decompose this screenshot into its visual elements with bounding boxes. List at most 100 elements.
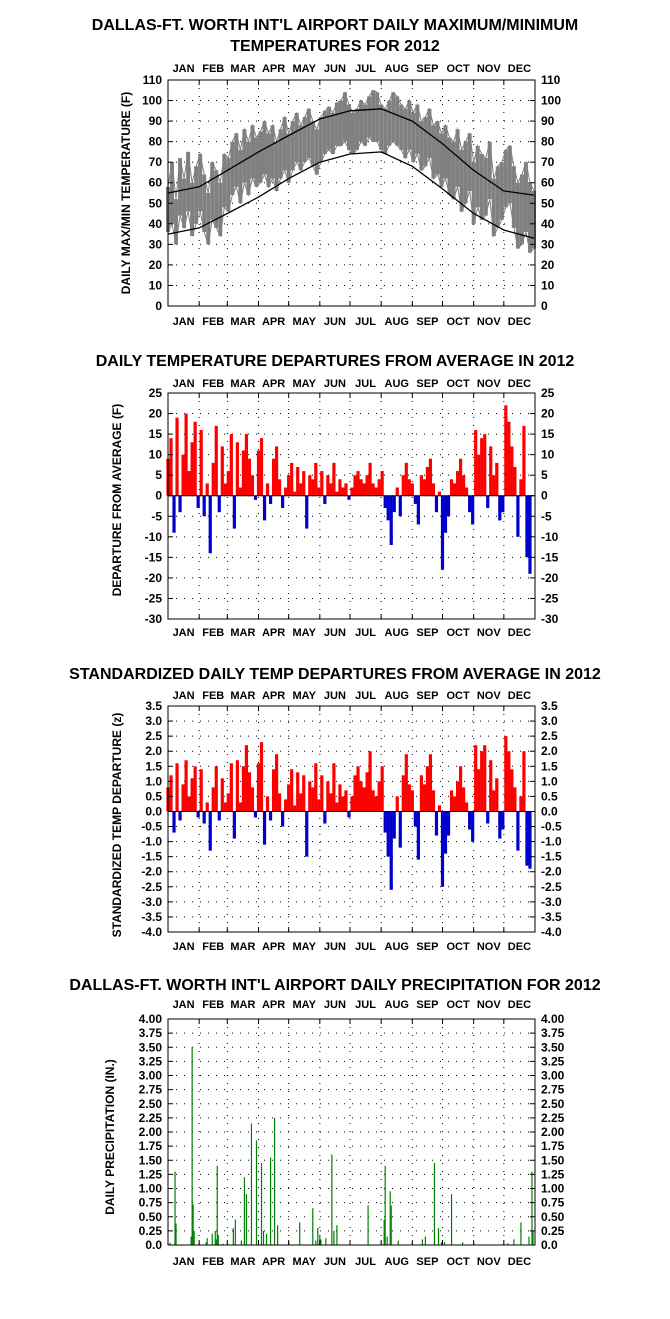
chart3-bar-above — [462, 787, 466, 812]
chart1-ytick-label-right: 50 — [541, 196, 555, 210]
chart1-ytick-label-left: 110 — [143, 73, 163, 87]
chart1-ylabel: DAILY MAX/MIN TEMPERATURE (F) — [119, 92, 133, 294]
chart2-bar-above — [395, 487, 399, 496]
chart2-bar-above — [449, 479, 454, 496]
chart3-month-label-top: JAN — [173, 690, 195, 702]
chart3-ytick-label-left: -2.5 — [141, 880, 162, 894]
chart1-month-label-bottom: FEB — [202, 316, 224, 328]
chart4-month-label-bottom: FEB — [202, 1256, 224, 1268]
chart3-bar-below — [323, 811, 327, 824]
chart3-bar-above — [401, 775, 405, 812]
chart3-ytick-label-right: -2.5 — [541, 880, 562, 894]
chart2-bar-above — [371, 483, 375, 496]
chart2-month-label-top: AUG — [385, 378, 409, 390]
chart3-bar-above — [419, 775, 423, 812]
chart3-month-label-bottom: DEC — [508, 941, 531, 953]
chart1-month-label-bottom: JUN — [324, 316, 346, 328]
chart4-ylabel: DAILY PRECIPITATION (IN.) — [103, 1059, 117, 1215]
chart3-month-label-bottom: OCT — [446, 941, 470, 953]
chart3-ytick-label-left: -4.0 — [141, 925, 162, 939]
chart2-bar-above — [404, 462, 408, 496]
chart2-bar-above — [287, 475, 291, 496]
chart2-ytick-label-right: -20 — [541, 571, 559, 585]
chart1-ytick-label-left: 100 — [142, 94, 162, 108]
chart3-ytick-label-left: -3.0 — [141, 895, 162, 909]
chart3-bar-below — [468, 811, 472, 830]
chart3-bar-above — [449, 790, 454, 812]
chart3-bar-below — [386, 811, 390, 857]
chart2-bar-below — [217, 495, 221, 513]
chart2-month-label-top: JUL — [355, 378, 376, 390]
chart1-month-label-bottom: MAR — [230, 316, 255, 328]
chart1-ytick-label-right: 30 — [541, 237, 555, 251]
chart4-month-label-bottom: JUL — [355, 1256, 376, 1268]
chart4-ytick-label-left: 3.75 — [139, 1026, 163, 1040]
chart3-bar-above — [320, 775, 324, 812]
chart2-ytick-label-right: -25 — [541, 591, 559, 605]
chart3-bar-above — [362, 787, 366, 812]
chart3-month-label-top: NOV — [477, 690, 502, 702]
chart3-bar-above — [278, 793, 282, 812]
chart3-bar-below — [501, 811, 505, 830]
chart3-bar-above — [431, 790, 436, 812]
chart2-bar-above — [278, 479, 282, 496]
chart2-bar-below — [446, 495, 451, 517]
chart3-ytick-label-left: -2.0 — [141, 865, 162, 879]
chart2-frame — [167, 392, 536, 620]
chart3-bar-above — [374, 796, 378, 812]
chart3-bar-above — [205, 802, 209, 812]
chart2-ytick-label-right: 25 — [541, 386, 555, 400]
chart2-bar-above — [422, 479, 426, 496]
chart3-bar-above — [287, 784, 291, 812]
chart1-normal-min-line — [167, 151, 535, 239]
chart3-month-label-bottom: JUN — [324, 941, 346, 953]
chart2-bar-above — [353, 475, 357, 496]
chart2-bar-above — [428, 458, 433, 496]
chart3-ytick-label-right: -2.0 — [541, 865, 562, 879]
chart2-ytick-label-right: 15 — [541, 427, 555, 441]
chart3-month-label-top: JUL — [355, 690, 376, 702]
chart4-ytick-label-left: 1.25 — [139, 1167, 163, 1181]
chart2-bar-above — [437, 491, 442, 496]
chart4-month-label-top: JUL — [355, 999, 376, 1011]
chart2-bar-above — [226, 471, 230, 496]
chart1-ytick-label-right: 10 — [541, 278, 555, 292]
chart3-ytick-label-left: 0.5 — [145, 789, 162, 803]
chart3-bar-above — [326, 781, 330, 812]
chart2-bar-above — [431, 483, 436, 496]
chart2-bar-above — [465, 487, 469, 496]
chart4-ytick-label-right: 2.50 — [541, 1097, 565, 1111]
chart2-bar-above — [377, 479, 381, 496]
chart2-month-label-top: MAR — [230, 378, 255, 390]
chart2-bar-above — [223, 483, 227, 496]
chart2-bar-above — [407, 479, 411, 496]
chart2-bar-below — [416, 495, 420, 525]
chart1-max-line — [167, 89, 535, 200]
chart2-month-label-bottom: OCT — [446, 627, 470, 639]
chart3-bar-above — [293, 805, 297, 812]
chart2-month-label-top: FEB — [202, 378, 224, 390]
chart1-month-label-bottom: MAY — [293, 316, 317, 328]
chart2-bar-above — [495, 462, 499, 496]
chart3-bar-below — [516, 811, 520, 851]
chart2-bar-below — [323, 495, 327, 504]
chart3-month-label-bottom: NOV — [477, 941, 502, 953]
chart3-bar-below — [281, 811, 285, 827]
chart3-bar-above — [290, 769, 294, 812]
chart3-bar-below — [416, 811, 420, 860]
chart4-month-label-bottom: JAN — [173, 1256, 195, 1268]
chart3-bar-above — [425, 766, 430, 812]
chart4-ytick-label-left: 2.25 — [139, 1111, 163, 1125]
chart4-ytick-label-left: 0.50 — [139, 1210, 163, 1224]
chart3-ytick-label-left: 1.0 — [145, 774, 162, 788]
chart2-bar-below — [528, 495, 532, 574]
chart3-ytick-label-right: 2.5 — [541, 729, 558, 743]
chart2-bar-above — [519, 479, 523, 496]
chart4-title: DALLAS-FT. WORTH INT'L AIRPORT DAILY PRE… — [69, 977, 600, 994]
chart4-ytick-label-right: 1.00 — [541, 1182, 565, 1196]
chart2-bar-above — [184, 413, 188, 496]
chart3-ytick-label-right: 3.5 — [541, 699, 558, 713]
chart2-bar-above — [302, 471, 306, 496]
chart1-month-label-top: JAN — [173, 63, 195, 75]
chart3-month-label-bottom: SEP — [416, 941, 438, 953]
